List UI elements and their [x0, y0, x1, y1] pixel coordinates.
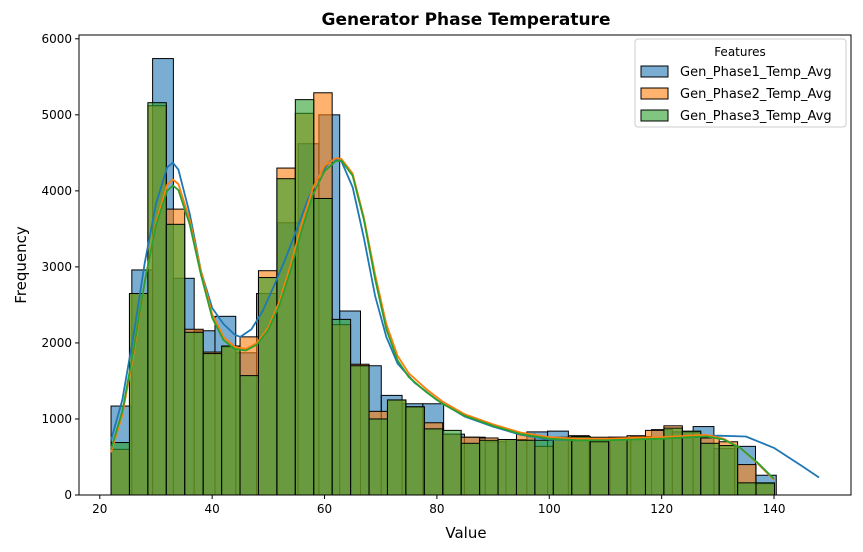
bar-phase3	[626, 437, 646, 496]
x-tick-label: 20	[92, 502, 107, 516]
bar-phase3	[184, 331, 204, 496]
bar-phase3	[552, 436, 573, 496]
bar-phase3	[294, 99, 315, 496]
axes-frame	[78, 34, 852, 496]
bar-phase3	[147, 102, 167, 496]
y-tick-label: 1000	[41, 412, 72, 426]
chart-title: Generator Phase Temperature	[322, 10, 611, 30]
bar-phase3	[405, 406, 425, 496]
x-axis-label: Value	[445, 524, 486, 542]
legend-label-phase3: Gen_Phase3_Temp_Avg	[680, 109, 832, 124]
axes: 20 40 60 80 100 120 140 0 1000 2000 3000 4000 5000 60…	[41, 32, 852, 516]
bar-phase3	[700, 442, 720, 496]
y-tick-label: 4000	[41, 184, 72, 198]
bar-phase3	[350, 365, 370, 496]
legend-swatch-phase3	[640, 109, 669, 122]
y-axis-label: Frequency	[12, 226, 30, 304]
bar-phase3	[718, 445, 739, 496]
bar-phase3	[681, 430, 702, 496]
legend-label-phase2: Gen_Phase2_Temp_Avg	[680, 87, 832, 102]
y-tick-label: 6000	[41, 32, 72, 46]
bar-phase3	[110, 442, 130, 496]
y-tick-label: 2000	[41, 336, 72, 350]
legend-label-phase1: Gen_Phase1_Temp_Avg	[680, 65, 832, 80]
bar-phase3	[608, 437, 628, 496]
x-tick-label: 40	[205, 502, 220, 516]
x-tick-label: 140	[763, 502, 786, 516]
bar-phase3	[755, 482, 775, 496]
bar-phase3	[257, 277, 278, 496]
x-tick-label: 60	[317, 502, 332, 516]
legend-title: Features	[714, 45, 766, 59]
bar-phase3	[515, 439, 536, 496]
kde-line-phase2	[110, 157, 775, 481]
bar-phase3	[460, 442, 481, 496]
legend: Features Gen_Phase1_Temp_Avg Gen_Phase2_…	[634, 38, 847, 128]
bar-phase3	[276, 178, 296, 496]
legend-box	[634, 38, 847, 128]
bar-phase3	[497, 438, 517, 496]
bar-phase3	[442, 429, 462, 496]
bar-phase3	[479, 439, 499, 496]
legend-swatch-phase2	[640, 87, 669, 100]
x-tick-label: 120	[650, 502, 673, 516]
bar-phase3	[737, 482, 757, 496]
x-tick-label: 80	[429, 502, 444, 516]
bar-phase3	[571, 435, 591, 496]
bar-phase3	[165, 223, 186, 496]
x-tick-label: 100	[538, 502, 561, 516]
legend-swatch-phase1	[640, 65, 669, 78]
bar-phase3	[202, 353, 223, 496]
bar-phase3	[221, 345, 241, 496]
bar-phase3	[239, 375, 259, 496]
y-tick-label: 0	[64, 488, 72, 502]
bar-phase3	[644, 438, 665, 496]
bar-phase3	[423, 428, 444, 496]
y-tick-label: 3000	[41, 260, 72, 274]
bar-phase3	[368, 418, 388, 496]
bar-phase3	[386, 399, 407, 496]
bar-phase3	[313, 197, 333, 496]
bar-phase3	[331, 318, 352, 496]
bar-phase3	[589, 441, 610, 496]
y-tick-label: 5000	[41, 108, 72, 122]
bar-phase3	[534, 439, 554, 496]
kde-line-phase3	[110, 159, 775, 480]
